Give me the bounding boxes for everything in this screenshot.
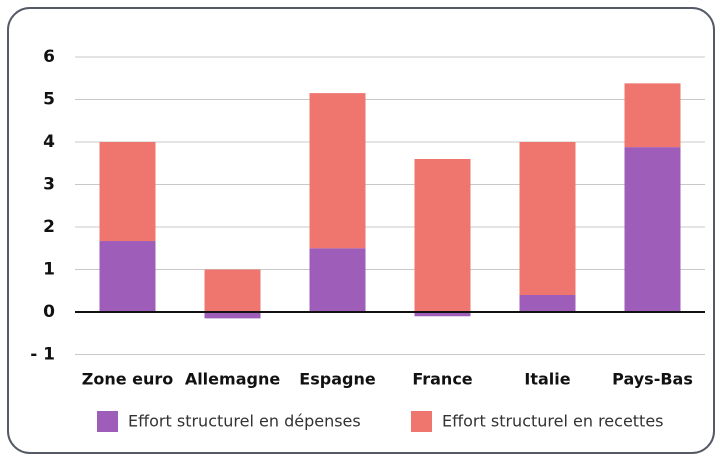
bar-segment <box>99 142 156 242</box>
bar-segment <box>624 147 681 312</box>
bar-segment <box>519 295 576 312</box>
bar-segment <box>204 269 261 312</box>
x-tick-label: Pays-Bas <box>612 370 693 389</box>
bar-segment <box>624 83 681 148</box>
bar-segment <box>309 248 366 312</box>
x-tick-label: France <box>412 370 472 389</box>
y-tick-label: 3 <box>43 175 55 195</box>
x-tick-label: Espagne <box>299 370 376 389</box>
x-tick-label: Italie <box>524 370 570 389</box>
legend-label: Effort structurel en recettes <box>442 412 664 431</box>
x-tick-label: Zone euro <box>82 370 174 389</box>
bar-segment <box>99 241 156 312</box>
y-tick-label: 0 <box>43 302 55 322</box>
x-tick-label: Allemagne <box>185 370 281 389</box>
legend-swatch <box>97 411 118 432</box>
bar-segment <box>204 312 261 319</box>
bar-segment <box>309 93 366 249</box>
y-tick-label: 2 <box>43 217 55 237</box>
y-tick-label: 6 <box>43 47 55 67</box>
bar-segment <box>414 159 471 312</box>
y-tick-label: 1 <box>43 260 55 280</box>
bar-segment <box>519 142 576 295</box>
legend-label: Effort structurel en dépenses <box>128 412 361 431</box>
y-tick-label: 5 <box>43 90 55 110</box>
y-tick-label: 4 <box>43 132 55 152</box>
y-tick-label: - 1 <box>30 345 55 365</box>
legend-swatch <box>411 411 432 432</box>
bar-segment <box>414 312 471 317</box>
